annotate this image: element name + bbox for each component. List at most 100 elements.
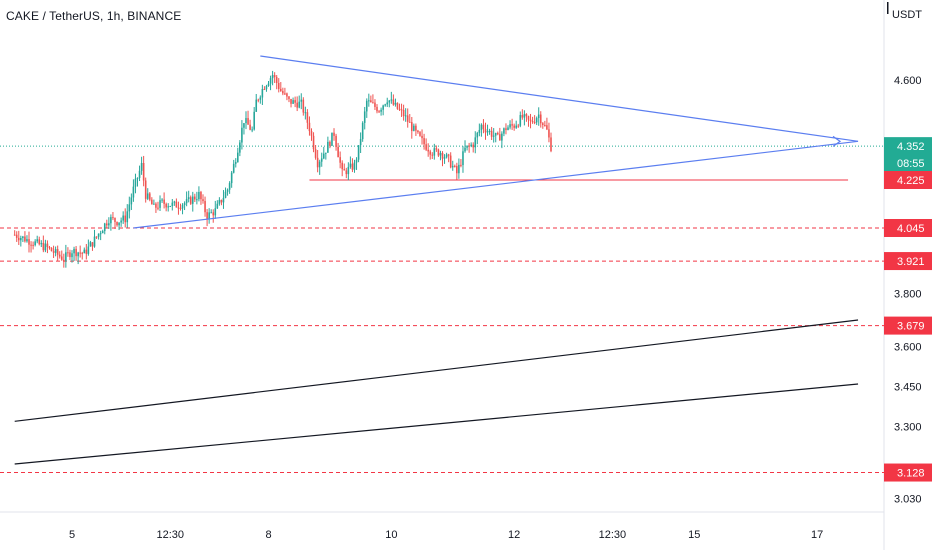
- candle: [339, 157, 341, 163]
- candle: [63, 259, 65, 261]
- candle: [212, 212, 215, 216]
- candle: [365, 100, 368, 112]
- candle: [499, 134, 501, 141]
- y-tick-label: 4.600: [894, 75, 922, 87]
- candle: [77, 252, 79, 257]
- candle: [134, 178, 137, 187]
- candle: [392, 99, 395, 105]
- y-tick-label: 3.800: [894, 288, 922, 300]
- candle: [443, 157, 446, 159]
- candle: [437, 149, 440, 156]
- candle: [153, 203, 155, 205]
- candle: [357, 145, 360, 160]
- candle: [48, 247, 51, 249]
- candle: [103, 223, 106, 232]
- candle: [478, 129, 481, 133]
- candle: [372, 102, 374, 104]
- candle: [325, 152, 327, 154]
- candle: [382, 105, 384, 110]
- symbol-title: CAKE / TetherUS, 1h, BINANCE: [6, 9, 182, 23]
- candle: [413, 125, 415, 131]
- candle: [204, 201, 206, 213]
- candle: [396, 102, 399, 109]
- candle: [404, 115, 407, 117]
- candle: [345, 170, 348, 175]
- candle: [46, 243, 49, 248]
- candle: [214, 208, 217, 216]
- candle: [290, 98, 292, 104]
- candle: [89, 242, 92, 247]
- candle: [456, 166, 458, 174]
- candle: [533, 122, 536, 124]
- candle: [81, 252, 84, 254]
- candle: [138, 170, 141, 178]
- candle: [267, 83, 270, 86]
- candle: [269, 78, 272, 84]
- candle: [263, 89, 266, 91]
- candle: [453, 165, 456, 167]
- candle: [539, 114, 542, 124]
- candle: [525, 114, 528, 117]
- candle: [531, 120, 534, 123]
- candle: [501, 133, 503, 141]
- candle: [132, 186, 135, 198]
- candle: [271, 75, 274, 79]
- candle: [34, 241, 36, 246]
- candle: [423, 138, 425, 145]
- candle: [286, 93, 288, 97]
- candle: [390, 99, 393, 101]
- price-scale-indicator: [887, 2, 889, 14]
- candle: [171, 202, 174, 207]
- candle: [71, 253, 73, 258]
- x-tick-label: 15: [688, 529, 700, 541]
- candle: [492, 135, 495, 137]
- candle: [306, 112, 309, 123]
- candle: [15, 234, 18, 238]
- candle: [216, 203, 219, 209]
- candle: [146, 193, 149, 199]
- candle: [441, 152, 444, 159]
- x-tick-label: 5: [69, 529, 75, 541]
- candle: [464, 147, 466, 152]
- y-tick-label: 3.600: [894, 342, 922, 354]
- candle: [406, 115, 409, 122]
- currency-label: USDT: [892, 9, 922, 21]
- candle: [484, 128, 487, 133]
- candle: [230, 172, 233, 184]
- candle: [302, 99, 305, 113]
- candle: [482, 124, 485, 129]
- candle: [208, 212, 210, 220]
- candle: [355, 159, 358, 163]
- candle: [181, 205, 184, 209]
- candle: [253, 111, 255, 130]
- candle: [529, 119, 532, 121]
- candle: [175, 201, 178, 208]
- candle: [337, 146, 339, 158]
- candle: [126, 211, 129, 223]
- candle: [110, 217, 112, 224]
- candle: [320, 158, 323, 162]
- candle: [537, 114, 540, 119]
- candle: [32, 244, 34, 246]
- candle: [550, 137, 552, 152]
- candle: [85, 249, 88, 254]
- candle: [388, 100, 391, 103]
- candle: [318, 161, 321, 168]
- candle: [496, 132, 499, 135]
- candle: [511, 124, 513, 126]
- candle: [75, 248, 77, 257]
- candle: [50, 247, 53, 252]
- candle: [284, 93, 286, 95]
- candle: [218, 199, 221, 204]
- price-level-label: 4.352: [897, 141, 925, 153]
- candle: [44, 243, 47, 251]
- candle: [69, 252, 71, 258]
- candle: [347, 166, 350, 175]
- candle: [331, 132, 333, 146]
- candle: [460, 164, 462, 166]
- candle: [202, 199, 204, 202]
- candle: [259, 97, 262, 100]
- candle: [239, 142, 241, 153]
- candle: [509, 124, 511, 128]
